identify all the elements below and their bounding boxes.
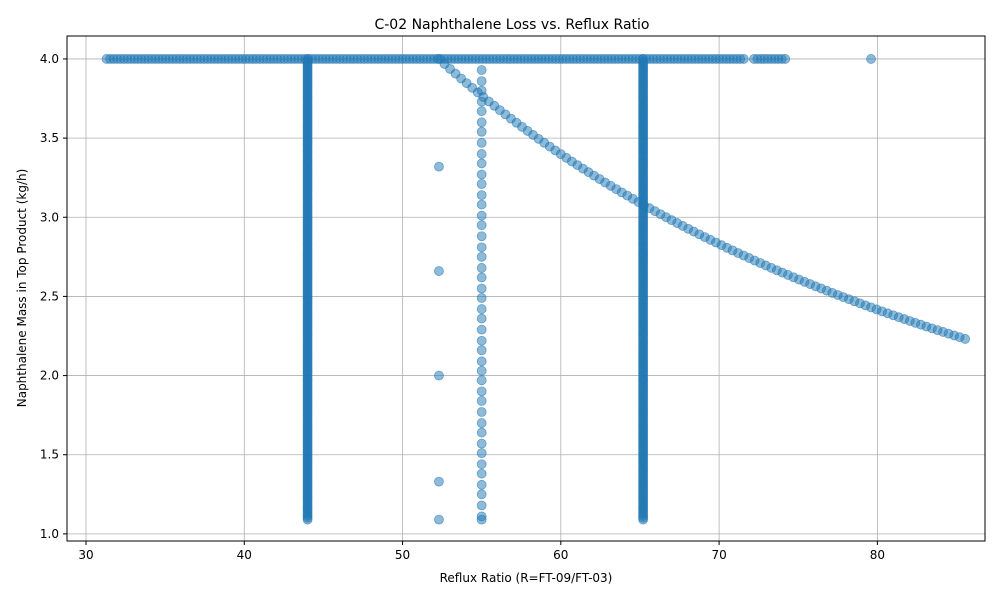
data-point xyxy=(476,231,487,242)
chart-title: C-02 Naphthalene Loss vs. Reflux Ratio xyxy=(374,17,649,33)
data-point xyxy=(476,324,487,335)
segment-1-point xyxy=(780,54,791,64)
y-tick-label-1: 1.5 xyxy=(40,448,59,462)
data-point xyxy=(476,356,487,367)
data-point xyxy=(476,514,487,525)
data-point xyxy=(476,386,487,397)
x-tick-label-2: 50 xyxy=(395,548,410,562)
data-point xyxy=(476,149,487,159)
x-tick-label-4: 70 xyxy=(711,548,726,562)
segment-4-point xyxy=(960,334,971,344)
data-point xyxy=(476,345,487,356)
data-point xyxy=(866,54,876,64)
data-point xyxy=(476,126,487,137)
x-tick-label-5: 80 xyxy=(870,548,885,562)
data-point xyxy=(476,313,487,324)
x-axis-label: Reflux Ratio (R=FT-09/FT-03) xyxy=(440,571,613,585)
y-tick-label-3: 2.5 xyxy=(40,289,59,303)
data-point xyxy=(476,85,487,96)
data-point xyxy=(434,476,444,487)
data-point xyxy=(476,418,487,428)
x-tick-label-0: 30 xyxy=(78,548,93,562)
data-point xyxy=(434,514,444,525)
data-point xyxy=(476,65,487,75)
data-point xyxy=(476,304,487,314)
data-point xyxy=(476,179,487,189)
y-tick-label-0: 1.0 xyxy=(40,527,59,541)
y-axis-label: Naphthalene Mass in Top Product (kg/h) xyxy=(15,169,29,408)
data-point xyxy=(476,489,487,500)
data-point xyxy=(476,96,487,107)
data-point xyxy=(476,251,487,262)
data-point xyxy=(476,220,487,231)
segment-0-point xyxy=(738,54,749,64)
data-point xyxy=(476,500,487,511)
x-tick-label-1: 40 xyxy=(237,548,252,562)
data-point xyxy=(476,190,487,200)
data-point xyxy=(476,242,487,253)
segment-3-point xyxy=(638,54,649,64)
data-point xyxy=(434,266,444,276)
data-point xyxy=(476,448,487,459)
data-point xyxy=(476,427,487,438)
data-point xyxy=(476,117,487,128)
data-point xyxy=(476,375,487,386)
data-point xyxy=(434,161,444,172)
data-point xyxy=(476,210,487,221)
data-point xyxy=(476,106,487,117)
segment-2-point xyxy=(302,54,313,64)
y-tick-label-6: 4.0 xyxy=(40,52,59,66)
axis-ticks: 30 40 50 60 70 80 1.0 1.5 2.0 2.5 3.0 3.5 4.0 xyxy=(40,52,885,562)
data-point xyxy=(434,370,444,381)
data-point xyxy=(476,395,487,406)
data-point xyxy=(476,137,487,148)
data-point xyxy=(476,407,487,417)
data-point xyxy=(476,468,487,479)
data-point xyxy=(476,293,487,303)
data-point xyxy=(476,459,487,470)
data-point xyxy=(476,335,487,346)
data-point xyxy=(476,169,487,180)
y-tick-label-4: 3.0 xyxy=(40,210,59,224)
y-tick-label-5: 3.5 xyxy=(40,131,59,145)
data-point xyxy=(476,365,487,376)
data-point xyxy=(476,263,487,273)
data-points xyxy=(101,54,971,525)
y-tick-label-2: 2.0 xyxy=(40,369,59,383)
data-point xyxy=(476,76,487,87)
data-point xyxy=(476,438,487,449)
data-point xyxy=(476,199,487,210)
x-tick-label-3: 60 xyxy=(553,548,568,562)
plot-frame xyxy=(66,35,986,542)
data-point xyxy=(476,158,487,169)
data-point xyxy=(476,272,487,283)
data-point xyxy=(476,283,487,294)
data-point xyxy=(476,479,487,490)
